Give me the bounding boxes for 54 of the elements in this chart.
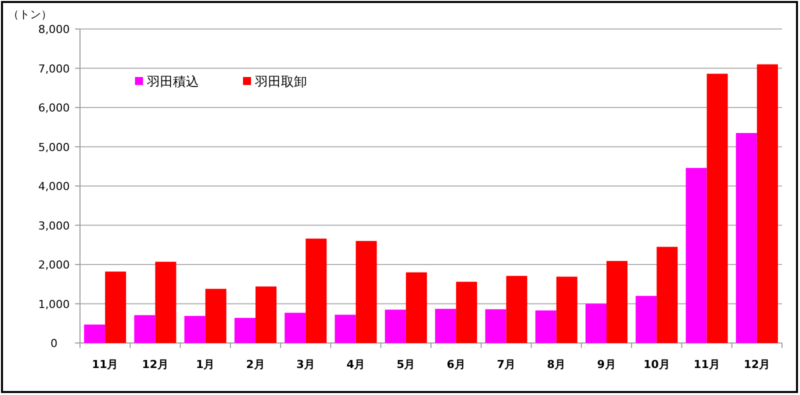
bar [656,246,678,343]
y-axis-title: （トン） [8,8,52,21]
bar [636,296,657,343]
bar [506,276,528,343]
bar [756,64,778,343]
bar [535,310,556,343]
y-tick-label: 1,000 [38,298,70,311]
bar [556,276,578,343]
y-tick-label: 6,000 [38,102,70,114]
y-tick-label: 8,000 [38,23,70,36]
x-tick-label: 5月 [396,358,416,371]
bar [736,133,757,343]
bar [256,286,276,343]
bar [205,288,226,343]
x-tick-label: 3月 [296,358,315,371]
bar [334,314,356,343]
y-tick-label: 3,000 [38,219,70,232]
bar [84,324,106,343]
x-tick-label: 6月 [446,358,466,371]
legend-label: 羽田積込 [146,75,199,90]
x-tick-label: 8月 [547,358,566,371]
bar [706,74,728,343]
bar [686,168,707,343]
bar [184,316,206,343]
bar [485,309,506,343]
bar [406,272,427,343]
x-tick-label: 7月 [496,358,516,371]
legend-label: 羽田取卸 [254,75,307,90]
x-tick-label: 1月 [196,358,215,371]
bar [134,315,156,343]
y-tick-label: 4,000 [38,180,70,193]
x-tick-label: 11月 [92,358,118,371]
x-tick-label: 2月 [246,358,265,371]
y-tick-label: 5,000 [38,140,70,154]
bar [155,262,176,343]
bar [456,282,478,343]
bar [356,240,377,343]
y-tick-label: 2,000 [38,258,70,272]
bar [435,308,456,343]
x-tick-label: 4月 [346,358,366,371]
x-tick-label: 12月 [142,358,168,371]
x-tick-label: 12月 [744,358,770,371]
bar [284,312,306,343]
bar [306,238,327,343]
bar [384,310,406,343]
bar [105,272,126,343]
x-tick-label: 11月 [694,358,720,371]
y-tick-label: 7,000 [38,62,70,76]
x-tick-label: 10月 [643,358,670,371]
bar [606,260,628,343]
bar [234,318,256,343]
x-tick-label: 9月 [597,358,616,371]
y-tick-label: 0 [50,337,58,350]
bar [586,304,606,343]
